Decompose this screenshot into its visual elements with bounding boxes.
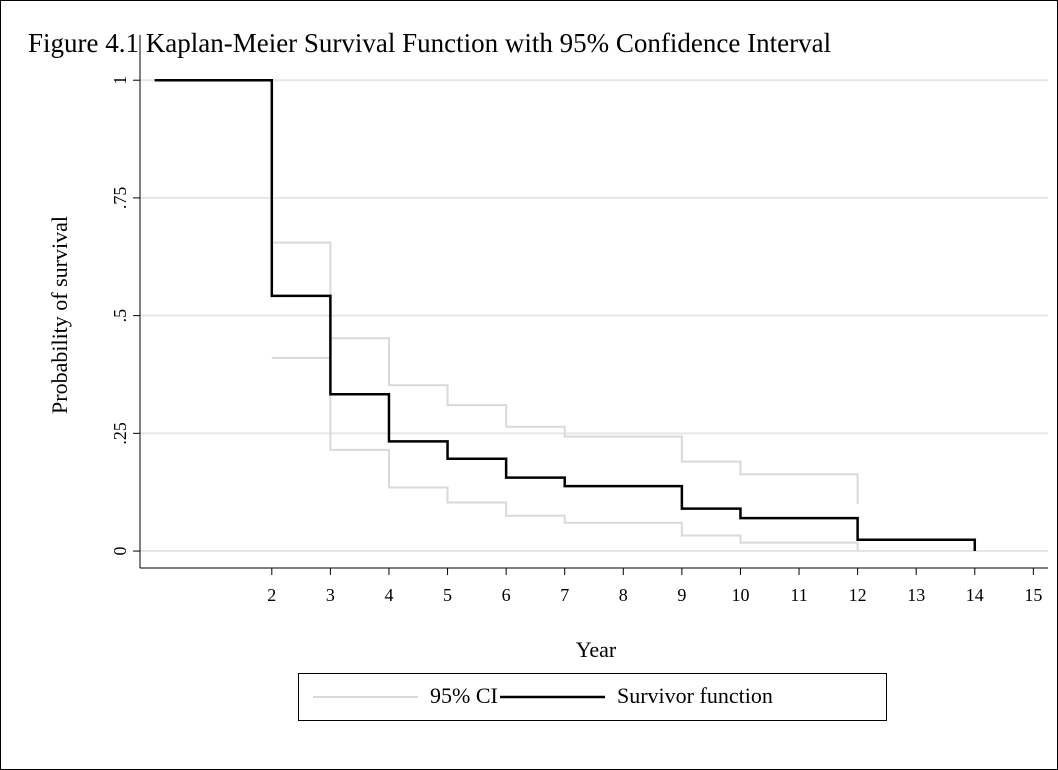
x-tick-label: 13 — [907, 585, 925, 605]
x-tick-label: 10 — [731, 585, 749, 605]
legend-label: 95% CI — [430, 683, 498, 708]
y-tick-label: .25 — [110, 422, 130, 445]
ci-line — [271, 241, 859, 504]
x-tick-label: 11 — [790, 585, 807, 605]
x-tick-label: 5 — [443, 585, 452, 605]
x-tick-label: 4 — [384, 585, 393, 605]
x-tick-label: 3 — [326, 585, 335, 605]
x-axis-label: Year — [576, 637, 617, 662]
y-tick-label: 0 — [110, 547, 130, 556]
x-tick-label: 15 — [1024, 585, 1042, 605]
legend-label: Survivor function — [617, 683, 773, 708]
x-tick-label: 14 — [966, 585, 984, 605]
x-tick-label: 2 — [267, 585, 276, 605]
y-tick-label: .75 — [110, 187, 130, 210]
x-tick-label: 12 — [849, 585, 867, 605]
survivor-line — [154, 78, 977, 552]
y-axis-label: Probability of survival — [47, 216, 72, 414]
ci-line — [271, 357, 859, 552]
x-tick-label: 6 — [502, 585, 511, 605]
chart-title: Figure 4.1 Kaplan-Meier Survival Functio… — [28, 28, 831, 58]
y-tick-label: 1 — [110, 76, 130, 85]
x-tick-label: 8 — [619, 585, 628, 605]
x-tick-label: 9 — [677, 585, 686, 605]
x-tick-label: 7 — [560, 585, 569, 605]
y-tick-label: .5 — [110, 309, 130, 323]
